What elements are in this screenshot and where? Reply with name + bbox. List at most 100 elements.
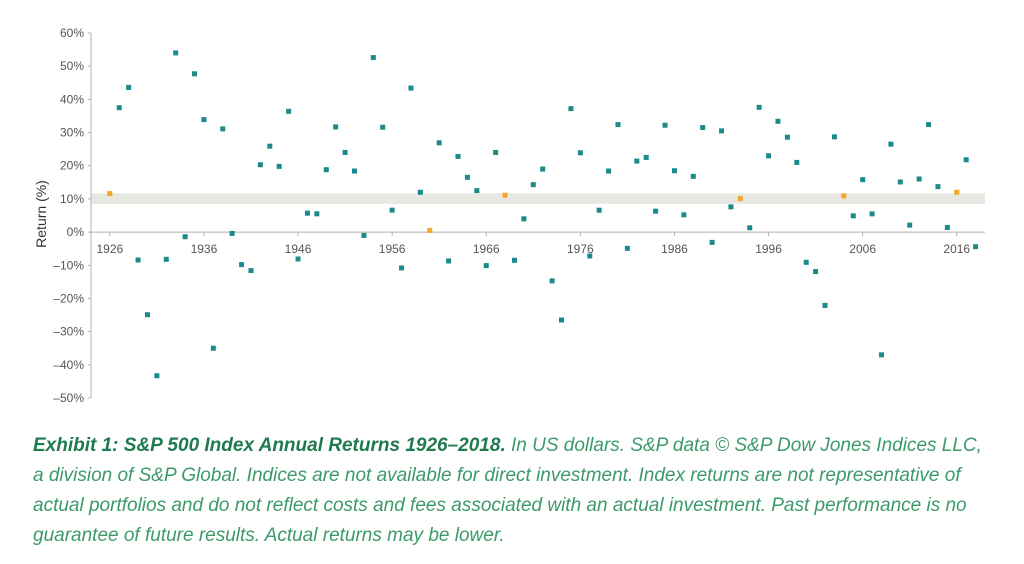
data-point — [803, 259, 809, 265]
y-tick-label: 60% — [60, 26, 84, 40]
data-point — [897, 179, 903, 185]
x-tick-label: 1926 — [96, 242, 123, 256]
y-tick-label: 40% — [60, 92, 84, 106]
data-point — [257, 162, 263, 168]
data-point — [399, 265, 405, 271]
data-point — [370, 55, 376, 61]
data-point — [963, 157, 969, 163]
y-tick-label: –50% — [53, 391, 84, 405]
y-tick-label: 0% — [67, 225, 85, 239]
data-point — [267, 143, 273, 149]
x-tick-label: 1946 — [285, 242, 312, 256]
data-point — [201, 117, 207, 123]
highlight-point — [841, 193, 847, 199]
data-point — [681, 212, 687, 218]
data-point — [135, 257, 141, 263]
y-tick-label: –30% — [53, 325, 84, 339]
data-point — [671, 168, 677, 174]
data-point — [323, 167, 329, 173]
x-tick-label: 1986 — [661, 242, 688, 256]
data-point — [248, 268, 254, 274]
figure-caption: Exhibit 1: S&P 500 Index Annual Returns … — [33, 431, 993, 551]
data-point — [408, 85, 414, 91]
data-point — [916, 176, 922, 182]
data-point — [568, 106, 574, 112]
data-point — [361, 232, 367, 238]
data-point — [719, 128, 725, 134]
data-point — [295, 256, 301, 262]
data-point — [511, 257, 517, 263]
x-tick-label: 1966 — [473, 242, 500, 256]
y-tick-label: –20% — [53, 291, 84, 305]
data-point — [587, 253, 593, 259]
data-point — [794, 159, 800, 165]
data-point — [935, 184, 941, 190]
data-point — [521, 216, 527, 222]
data-point — [182, 234, 188, 240]
caption-exhibit-title: Exhibit 1: S&P 500 Index Annual Returns … — [33, 435, 506, 456]
data-point — [474, 188, 480, 194]
data-point — [944, 224, 950, 230]
data-point — [662, 122, 668, 128]
data-point — [333, 124, 339, 130]
data-point — [380, 124, 386, 130]
x-tick-label: 2016 — [943, 242, 970, 256]
data-point — [860, 177, 866, 183]
y-axis-title: Return (%) — [33, 180, 49, 248]
data-point — [784, 134, 790, 140]
returns-scatter-chart: 60% 50% 40% 30% 20% 10% 0% –10% –20% –30% –40% –50%… — [33, 26, 985, 405]
data-point — [229, 230, 235, 236]
data-point — [624, 245, 630, 251]
data-point — [634, 158, 640, 164]
data-point — [540, 166, 546, 172]
y-tick-label: 50% — [60, 59, 84, 73]
data-point — [926, 122, 932, 128]
data-point — [483, 263, 489, 269]
x-tick-label: 1956 — [379, 242, 406, 256]
data-point — [559, 317, 565, 323]
data-point — [342, 149, 348, 155]
x-tick-label: 1976 — [567, 242, 594, 256]
data-point — [210, 345, 216, 351]
data-point — [907, 222, 913, 228]
data-point — [606, 168, 612, 174]
data-point — [239, 262, 245, 268]
data-point — [756, 104, 762, 110]
data-point — [822, 302, 828, 308]
x-tick-label: 1936 — [191, 242, 218, 256]
data-point — [709, 239, 715, 245]
data-point — [549, 278, 555, 284]
data-point — [728, 204, 734, 210]
data-point — [831, 134, 837, 140]
x-tick-label: 2006 — [849, 242, 876, 256]
data-point — [173, 50, 179, 56]
data-point — [126, 84, 132, 90]
data-point — [446, 258, 452, 264]
data-point — [775, 118, 781, 124]
y-tick-label: 20% — [60, 159, 84, 173]
highlight-point — [737, 196, 743, 202]
data-point — [144, 312, 150, 318]
caption-text: In US dollars. S&P data © S&P Dow Jones … — [33, 435, 982, 546]
data-point — [869, 211, 875, 217]
highlight-point — [427, 227, 433, 233]
data-point — [314, 211, 320, 217]
data-point — [286, 108, 292, 114]
data-point — [116, 105, 122, 111]
data-point — [192, 71, 198, 77]
data-point — [643, 154, 649, 160]
data-points — [107, 50, 979, 379]
highlight-point — [107, 191, 113, 197]
data-point — [436, 140, 442, 146]
x-axis-ticks: 1926 1936 1946 1956 1966 1976 1986 1996 2006 2016 — [96, 232, 970, 256]
y-axis-ticks: 60% 50% 40% 30% 20% 10% 0% –10% –20% –30% –40% –50% — [53, 26, 91, 405]
data-point — [973, 244, 979, 250]
data-point — [766, 153, 772, 159]
y-tick-label: 10% — [60, 192, 84, 206]
data-point — [690, 173, 696, 179]
data-point — [813, 269, 819, 275]
data-point — [700, 125, 706, 131]
data-point — [530, 182, 536, 188]
data-point — [163, 256, 169, 262]
data-point — [596, 207, 602, 213]
